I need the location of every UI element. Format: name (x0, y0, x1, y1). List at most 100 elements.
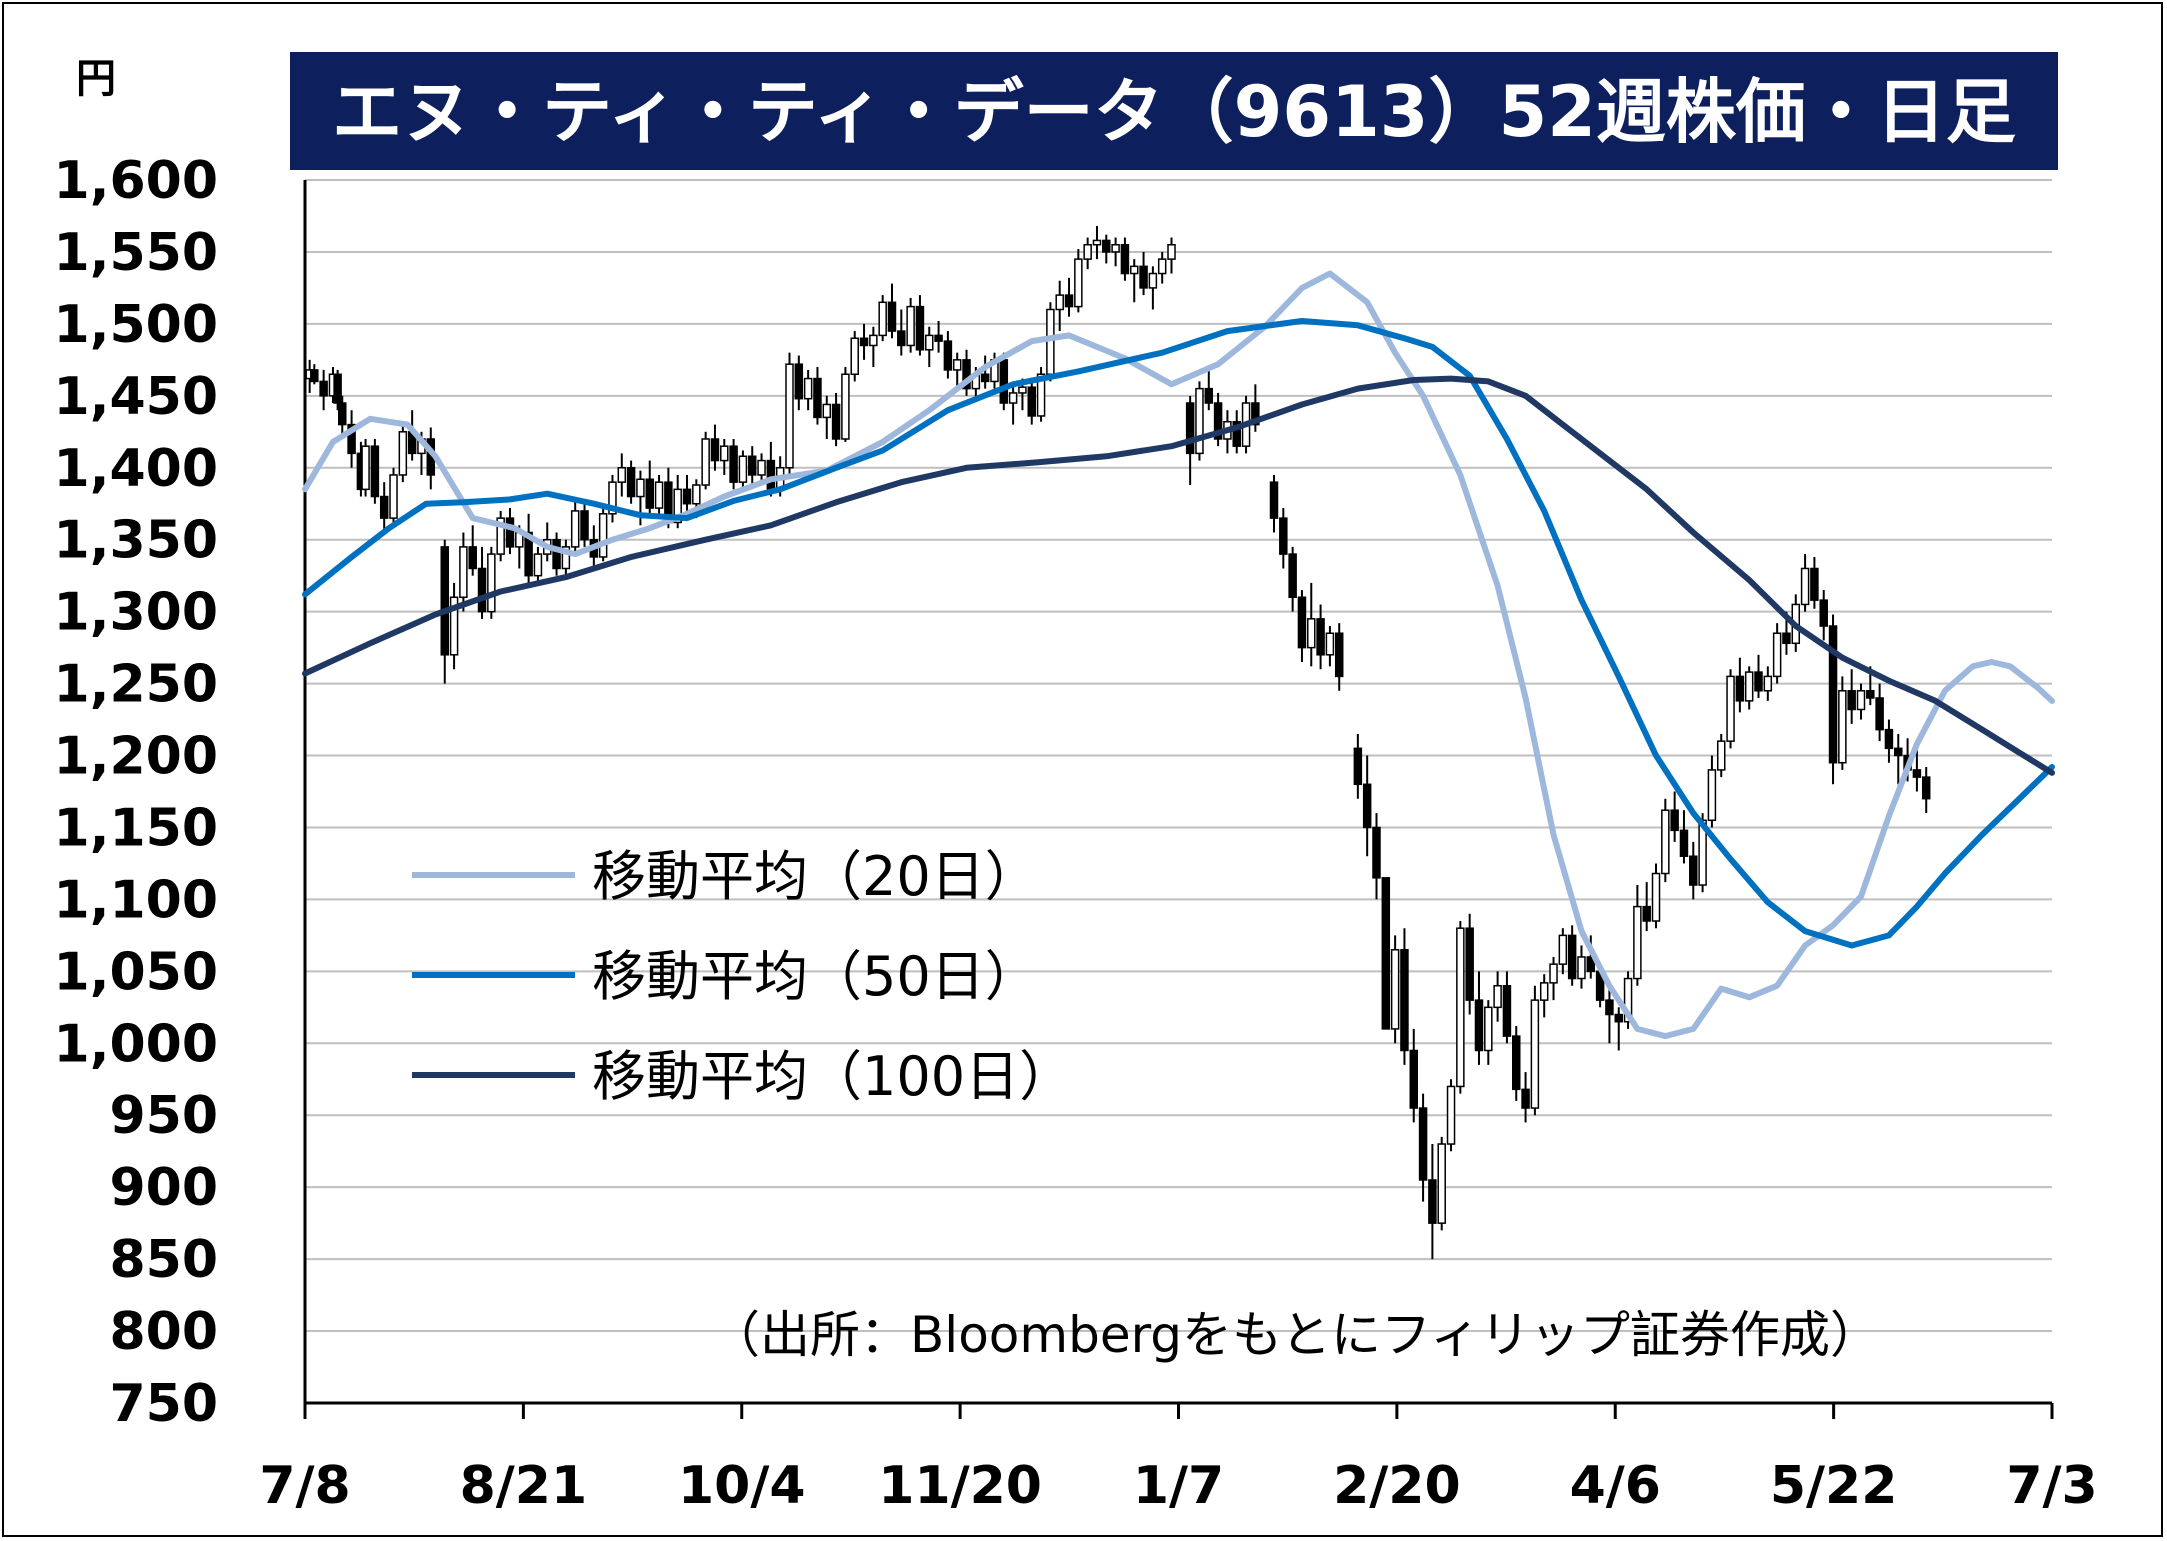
title-bar (290, 52, 2058, 170)
y-tick-label: 1,500 (54, 295, 218, 355)
candle-body (859, 337, 869, 347)
candlestick (1539, 974, 1549, 1018)
candlestick (1921, 767, 1931, 814)
y-axis-unit: 円 (76, 56, 116, 102)
candlestick (1763, 666, 1773, 701)
candle-body (1894, 747, 1903, 757)
candle-body (319, 380, 328, 397)
candle-body (449, 596, 459, 656)
candle-body (1670, 809, 1679, 832)
candle-body (1614, 1013, 1623, 1023)
candlestick (803, 369, 813, 411)
candlestick (1689, 841, 1698, 900)
candlestick (1567, 925, 1577, 986)
candle-body (1866, 690, 1875, 699)
candlestick (1549, 956, 1558, 1001)
candlestick (1307, 582, 1316, 667)
candlestick (1297, 590, 1307, 663)
candlestick (1512, 1026, 1521, 1101)
candlestick (1502, 971, 1512, 1044)
candle-body (1838, 690, 1847, 764)
candle-body (1157, 258, 1167, 275)
candle-body (370, 445, 380, 498)
candlestick (1651, 863, 1661, 929)
candlestick (1772, 623, 1782, 684)
candlesticks (305, 226, 1931, 1260)
candle-body (1716, 740, 1726, 771)
legend-label-3: 移動平均（100日） (592, 1045, 1073, 1108)
candle-body (747, 455, 757, 476)
candlestick (1847, 669, 1856, 724)
x-tick-label: 7/3 (2006, 1456, 2097, 1516)
candle-body (477, 567, 487, 613)
candlestick (543, 522, 552, 562)
candle-body (1083, 243, 1092, 260)
candle-body (1251, 402, 1260, 426)
candle-body (1521, 1088, 1530, 1109)
candle-body (962, 359, 971, 390)
candle-body (1297, 596, 1307, 649)
candlestick (1074, 249, 1083, 313)
candlestick (710, 424, 720, 471)
candle-body (1763, 675, 1773, 692)
candlestick (1744, 666, 1754, 710)
candle-body (831, 403, 841, 440)
candle-body (1325, 632, 1335, 656)
candlestick (1521, 1072, 1530, 1123)
candlestick (1530, 985, 1540, 1116)
candle-body (1167, 243, 1176, 260)
candlestick (1027, 378, 1037, 425)
candlestick (1046, 302, 1055, 382)
candle-body (1484, 1006, 1493, 1052)
candlestick (1735, 657, 1745, 713)
candlestick (524, 513, 533, 583)
candle-body (533, 553, 543, 577)
candle-body (1334, 632, 1344, 678)
candle-body (1390, 949, 1400, 1030)
candle-body (561, 546, 571, 570)
candlestick (617, 453, 627, 497)
candlestick (1558, 928, 1568, 975)
candle-body (1819, 599, 1828, 627)
x-tick-label: 5/22 (1770, 1456, 1898, 1516)
candlestick (1204, 367, 1214, 411)
candle-body (878, 301, 887, 337)
candle-body (1046, 308, 1055, 375)
x-tick-label: 7/8 (259, 1456, 350, 1516)
candlestick (1856, 683, 1866, 720)
candlestick (841, 367, 850, 442)
candle-body (598, 513, 608, 558)
candle-body (1567, 934, 1577, 980)
candle-body (580, 510, 589, 541)
candle-body (636, 478, 645, 498)
candlestick (1838, 676, 1847, 770)
candlestick (561, 539, 571, 576)
candlestick (850, 331, 859, 382)
candle-body (925, 334, 934, 351)
candlestick (1055, 280, 1064, 332)
candle-body (738, 455, 748, 483)
candlestick (319, 369, 328, 411)
candlestick (1437, 1136, 1446, 1231)
candlestick (1092, 226, 1102, 260)
candle-body (1185, 402, 1195, 455)
grid-lines (303, 179, 2052, 1405)
candle-body (1651, 872, 1661, 922)
candlestick (701, 431, 710, 490)
candlestick (1279, 508, 1288, 569)
candle-body (1586, 956, 1596, 973)
candlestick (682, 474, 692, 511)
y-tick-label: 1,250 (54, 655, 218, 715)
candle-body (1912, 769, 1922, 778)
candle-body (1707, 769, 1717, 822)
candlestick (1120, 237, 1130, 281)
y-tick-label: 1,200 (54, 727, 218, 787)
candle-body (398, 431, 408, 476)
candle-body (617, 467, 627, 483)
candle-body (654, 481, 664, 509)
candlestick (1577, 945, 1586, 989)
candlestick (338, 395, 347, 439)
candle-body (915, 305, 925, 351)
candle-body (310, 369, 319, 383)
candlestick (785, 352, 794, 475)
